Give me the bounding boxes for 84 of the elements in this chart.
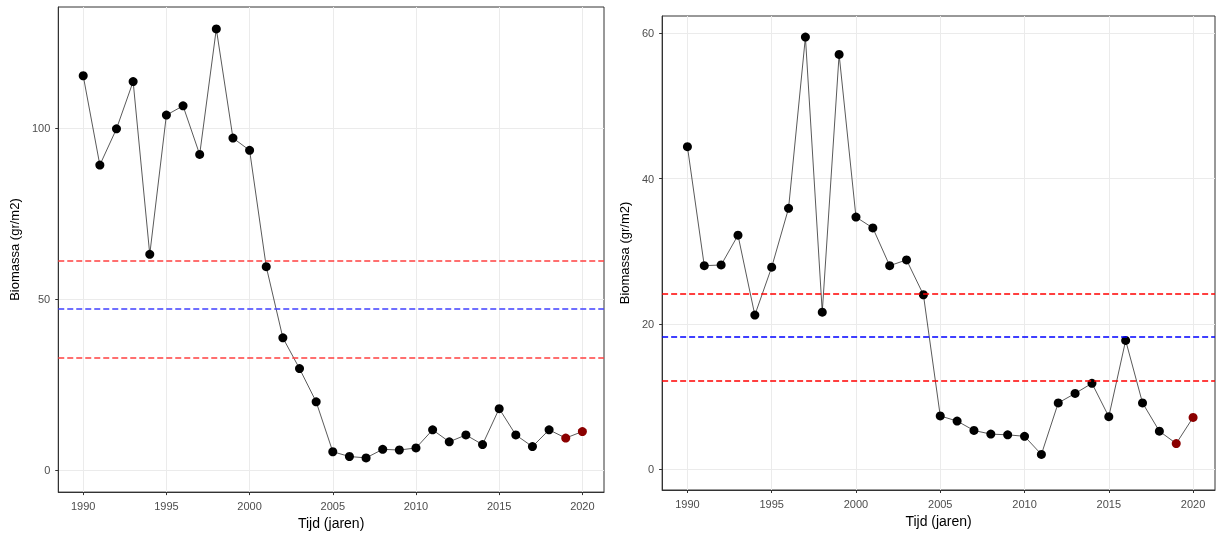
- point: [112, 124, 121, 134]
- x-tick-label: 2005: [928, 497, 953, 510]
- point: [95, 160, 105, 170]
- point: [902, 255, 912, 265]
- point: [78, 71, 88, 81]
- point: [1070, 388, 1080, 398]
- point: [195, 149, 205, 159]
- point: [784, 203, 794, 213]
- point: [1020, 431, 1030, 441]
- x-tick-label: 2010: [403, 499, 429, 512]
- point: [328, 447, 338, 457]
- point: [378, 444, 388, 454]
- y-tick-label: 60: [641, 27, 655, 40]
- point: [428, 425, 438, 435]
- point: [868, 223, 878, 233]
- point: [361, 453, 371, 463]
- point: [952, 416, 962, 426]
- y-tick-label: 100: [31, 122, 51, 135]
- point: [682, 142, 692, 152]
- point: [1154, 426, 1164, 436]
- point: [885, 261, 895, 271]
- x-tick-label: 1990: [70, 499, 96, 512]
- point: [494, 404, 504, 414]
- point: [577, 427, 587, 437]
- point: [1003, 430, 1013, 440]
- point: [851, 212, 861, 222]
- point: [295, 364, 305, 374]
- point: [278, 333, 288, 343]
- point: [733, 230, 743, 240]
- point: [161, 110, 171, 120]
- point: [1104, 412, 1114, 422]
- point: [986, 429, 996, 439]
- point: [511, 430, 521, 440]
- point: [478, 440, 488, 450]
- point: [716, 260, 726, 270]
- point: [261, 262, 271, 272]
- y-tick-label: 0: [44, 464, 51, 477]
- point: [461, 430, 471, 440]
- point: [344, 452, 354, 462]
- point: [311, 397, 321, 407]
- point: [969, 425, 979, 435]
- x-tick-label: 2015: [486, 499, 512, 512]
- point: [1171, 439, 1181, 449]
- y-tick-label: 0: [648, 462, 655, 475]
- point: [394, 445, 404, 455]
- point: [800, 32, 810, 42]
- x-tick-label: 2000: [237, 499, 262, 512]
- y-tick-label: 20: [641, 317, 655, 330]
- point: [750, 310, 760, 320]
- point: [527, 442, 537, 452]
- x-tick-label: 2010: [1012, 497, 1037, 510]
- x-tick-label: 1990: [675, 497, 700, 510]
- x-axis-title: Tijd (jaren): [905, 512, 972, 529]
- x-tick-label: 2020: [1180, 497, 1206, 510]
- point: [1138, 398, 1148, 408]
- x-tick-label: 2020: [570, 499, 595, 512]
- point: [1188, 412, 1198, 422]
- x-tick-label: 2000: [843, 497, 869, 510]
- point: [561, 433, 571, 443]
- point: [834, 49, 844, 59]
- point: [245, 145, 255, 155]
- x-tick-label: 2005: [320, 499, 346, 512]
- point: [145, 249, 155, 259]
- y-axis-title: Biomassa (gr/m2): [7, 198, 22, 301]
- x-tick-label: 2015: [1096, 497, 1122, 510]
- point: [935, 411, 945, 421]
- point: [1036, 449, 1046, 459]
- point: [211, 24, 221, 34]
- point: [444, 437, 454, 447]
- point: [128, 77, 138, 87]
- y-tick-label: 40: [641, 172, 655, 185]
- point: [817, 307, 827, 317]
- x-tick-label: 1995: [759, 497, 784, 510]
- point: [544, 425, 554, 435]
- point: [699, 261, 709, 271]
- point: [767, 262, 777, 272]
- point: [228, 133, 238, 143]
- y-axis-title: Biomassa (gr/m2): [617, 201, 632, 305]
- point: [1053, 398, 1063, 408]
- x-tick-label: 1995: [154, 499, 179, 512]
- y-tick-label: 50: [38, 293, 51, 306]
- x-axis-title: Tijd (jaren): [297, 515, 365, 531]
- point: [411, 443, 421, 453]
- point: [178, 101, 188, 111]
